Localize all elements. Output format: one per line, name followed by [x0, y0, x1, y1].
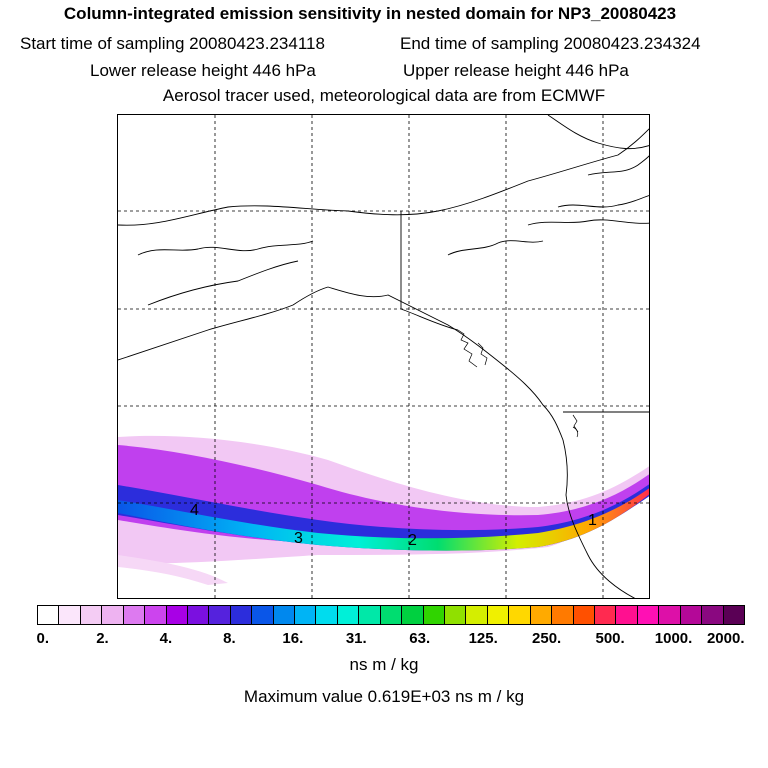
colorbar-segment	[166, 606, 188, 624]
plume-far-tail	[118, 555, 228, 585]
plot-title: Column-integrated emission sensitivity i…	[63, 4, 677, 23]
colorbar-segment	[59, 606, 81, 624]
map-canvas: 1 2 3 4	[118, 115, 649, 598]
colorbar-tick-label: 0.	[36, 630, 50, 647]
colorbar-segment	[380, 606, 403, 624]
colorbar-units: ns m / kg	[349, 655, 419, 674]
colorbar-segment	[187, 606, 210, 624]
track-markers: 1 2 3 4	[190, 502, 597, 549]
colorbar-segment	[637, 606, 660, 624]
colorbar-segment	[145, 606, 167, 624]
colorbar-segment	[445, 606, 467, 624]
marker-3: 3	[294, 530, 303, 547]
colorbar-segment	[680, 606, 703, 624]
colorbar-segment	[423, 606, 446, 624]
lower-release-height: Lower release height 446 hPa	[90, 61, 316, 80]
colorbar-segment	[295, 606, 317, 624]
colorbar-tick-label: 2.	[96, 630, 109, 647]
colorbar-segment	[38, 606, 60, 624]
colorbar-segment	[616, 606, 638, 624]
colorbar-segment	[402, 606, 424, 624]
colorbar-segment	[552, 606, 574, 624]
colorbar-segment	[659, 606, 681, 624]
maximum-value: Maximum value 0.619E+03 ns m / kg	[243, 687, 525, 706]
colorbar-segment	[80, 606, 103, 624]
emission-sensitivity-map: 1 2 3 4	[117, 114, 650, 599]
colorbar-segment	[466, 606, 488, 624]
marker-4: 4	[190, 502, 199, 519]
colorbar-segment	[273, 606, 296, 624]
colorbar-tick-label: 125.	[468, 630, 498, 647]
colorbar-tick-label: 4.	[159, 630, 173, 647]
colorbar-tick-label: 1000.	[654, 630, 693, 647]
colorbar-segment	[723, 606, 744, 624]
tracer-info: Aerosol tracer used, meteorological data…	[162, 86, 606, 105]
colorbar-tick-label: 500.	[595, 630, 625, 647]
colorbar-segment	[573, 606, 595, 624]
colorbar-segment	[230, 606, 253, 624]
colorbar-tick-label: 2000.	[706, 630, 745, 647]
colorbar-tick-label: 250.	[532, 630, 562, 647]
colorbar-segment	[337, 606, 360, 624]
plume-core	[118, 488, 649, 551]
marker-1: 1	[588, 512, 597, 529]
colorbar-tick-label: 8.	[223, 630, 236, 647]
marker-2: 2	[408, 532, 417, 549]
coastlines	[118, 115, 649, 598]
colorbar-segment	[509, 606, 531, 624]
colorbar-segment	[252, 606, 274, 624]
colorbar-tick-label: 63.	[409, 630, 431, 647]
colorbar-segment	[487, 606, 510, 624]
colorbar-segment	[702, 606, 724, 624]
start-time: Start time of sampling 20080423.234118	[20, 34, 325, 53]
colorbar-segment	[530, 606, 553, 624]
colorbar-segment	[123, 606, 146, 624]
colorbar-segment	[102, 606, 124, 624]
upper-release-height: Upper release height 446 hPa	[403, 61, 629, 80]
colorbar-tick-label: 31.	[345, 630, 367, 647]
colorbar-segment	[316, 606, 338, 624]
colorbar-segment	[209, 606, 231, 624]
graticule	[118, 115, 649, 598]
colorbar	[37, 605, 745, 625]
islands	[457, 329, 579, 438]
colorbar-segment	[359, 606, 381, 624]
end-time: End time of sampling 20080423.234324	[400, 34, 701, 53]
colorbar-segment	[594, 606, 617, 624]
colorbar-tick-label: 16.	[282, 630, 304, 647]
